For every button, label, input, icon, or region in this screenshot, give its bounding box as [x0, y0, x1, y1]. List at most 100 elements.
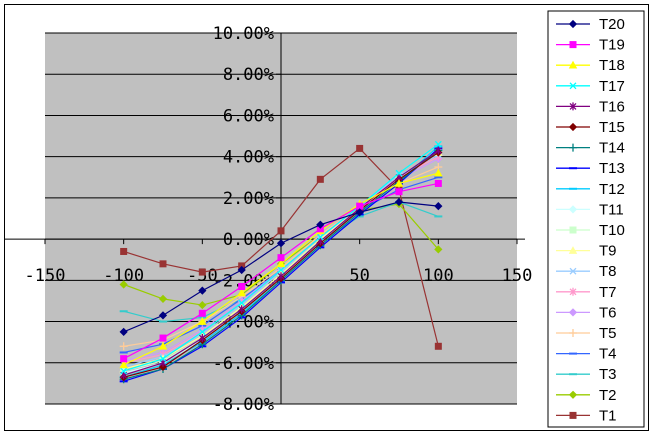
data-point	[276, 239, 286, 248]
legend-marker	[569, 329, 577, 337]
data-point	[119, 360, 128, 369]
data-point	[120, 355, 128, 363]
legend-entry-t15: T15	[556, 119, 625, 136]
legend-entry-t13: T13	[556, 160, 625, 177]
legend-marker	[569, 287, 577, 296]
data-point	[394, 179, 404, 187]
legend-entry-t11: T11	[556, 201, 624, 218]
data-point	[158, 311, 168, 320]
legend-entry-t10: T10	[556, 222, 625, 239]
data-point	[198, 328, 206, 336]
line-chart: 10.00%8.00%6.00%4.00%2.00%0.00%-2.00%-4.…	[5, 10, 645, 428]
data-point	[120, 247, 128, 255]
legend-label: T1	[599, 407, 617, 424]
series-layer	[119, 140, 443, 384]
legend-marker	[569, 82, 577, 90]
y-tick-label: 2.00%	[223, 189, 274, 209]
y-tick-label: 0.00%	[223, 230, 274, 250]
legend-marker	[568, 19, 578, 29]
data-point	[434, 140, 442, 148]
data-point	[198, 268, 206, 276]
data-point	[316, 220, 325, 229]
legend-marker	[568, 246, 578, 254]
legend-marker	[568, 308, 578, 317]
data-point	[198, 309, 206, 317]
legend-marker	[569, 411, 577, 419]
series-t19	[120, 179, 442, 363]
data-point	[238, 305, 246, 314]
data-point	[434, 146, 442, 155]
y-tick-label: 10.00%	[213, 24, 274, 44]
legend-entry-t19: T19	[556, 37, 625, 54]
legend-label: T9	[599, 243, 617, 260]
legend-label: T3	[599, 366, 617, 383]
data-point	[198, 317, 207, 325]
data-point	[434, 168, 443, 177]
data-point	[198, 334, 206, 343]
legend-entry-t12: T12	[556, 181, 625, 198]
legend-label: T5	[599, 325, 617, 342]
legend-marker	[568, 205, 578, 214]
legend-marker	[569, 226, 577, 234]
x-tick-label: -150	[25, 266, 66, 286]
legend-label: T19	[599, 37, 625, 54]
legend-label: T17	[599, 78, 625, 95]
legend-label: T6	[599, 304, 617, 321]
legend-entry-t9: T9	[556, 243, 617, 260]
x-tick-label: -100	[103, 266, 144, 286]
y-tick-label: 4.00%	[223, 148, 274, 168]
legend-marker	[569, 41, 577, 49]
legend-box	[547, 10, 645, 428]
x-tick-label: 150	[502, 266, 533, 286]
legend-marker	[569, 143, 577, 152]
data-point	[434, 245, 443, 254]
legend-marker	[569, 102, 577, 111]
data-point	[237, 265, 246, 275]
x-tick-label: 50	[349, 266, 369, 286]
data-point	[159, 334, 167, 342]
data-point	[119, 327, 128, 336]
y-tick-label: -8.00%	[213, 395, 274, 415]
legend-label: T18	[599, 57, 625, 74]
legend-entry-t8: T8	[556, 263, 617, 280]
data-point	[356, 144, 364, 152]
x-tick-label: 100	[423, 266, 454, 286]
y-tick-label: 8.00%	[223, 65, 274, 85]
data-point	[316, 175, 324, 183]
data-point	[119, 280, 128, 289]
data-point	[395, 188, 403, 196]
data-point	[119, 342, 128, 351]
legend-label: T2	[599, 387, 617, 404]
data-point	[238, 283, 246, 291]
legend-label: T8	[599, 263, 617, 280]
series-t20	[119, 197, 443, 336]
data-point	[434, 179, 442, 187]
legend-label: T20	[599, 16, 625, 33]
data-point	[158, 294, 168, 303]
legend-entry-t4: T4	[556, 346, 617, 363]
legend-entry-t2: T2	[556, 387, 617, 404]
data-point	[277, 227, 285, 235]
legend-label: T12	[599, 181, 625, 198]
legend-label: T11	[599, 201, 624, 218]
legend-label: T16	[599, 98, 625, 115]
data-point	[198, 286, 207, 295]
legend-marker	[569, 267, 577, 275]
data-point	[394, 197, 404, 207]
data-point	[277, 266, 285, 274]
data-point	[276, 259, 286, 268]
data-point	[434, 202, 443, 211]
legend-entry-t20: T20	[556, 16, 625, 33]
legend-entry-t16: T16	[556, 98, 625, 115]
data-point	[198, 300, 207, 310]
legend-label: T10	[599, 222, 625, 239]
legend-label: T15	[599, 119, 625, 136]
data-point	[158, 341, 168, 350]
legend-marker	[568, 122, 578, 132]
y-tick-label: -6.00%	[213, 354, 274, 374]
data-point	[434, 342, 442, 350]
chart-frame: 10.00% 8.00% 6.00% 4.00% 2.00% 0.00% -2.00% -4.…	[4, 4, 649, 431]
data-point	[159, 355, 167, 363]
data-point	[277, 254, 285, 262]
legend: T20 T19 T18 T17 T16 T15 T14 T13 T12 T11 T10 T9 T8 T7 T…	[547, 10, 645, 428]
